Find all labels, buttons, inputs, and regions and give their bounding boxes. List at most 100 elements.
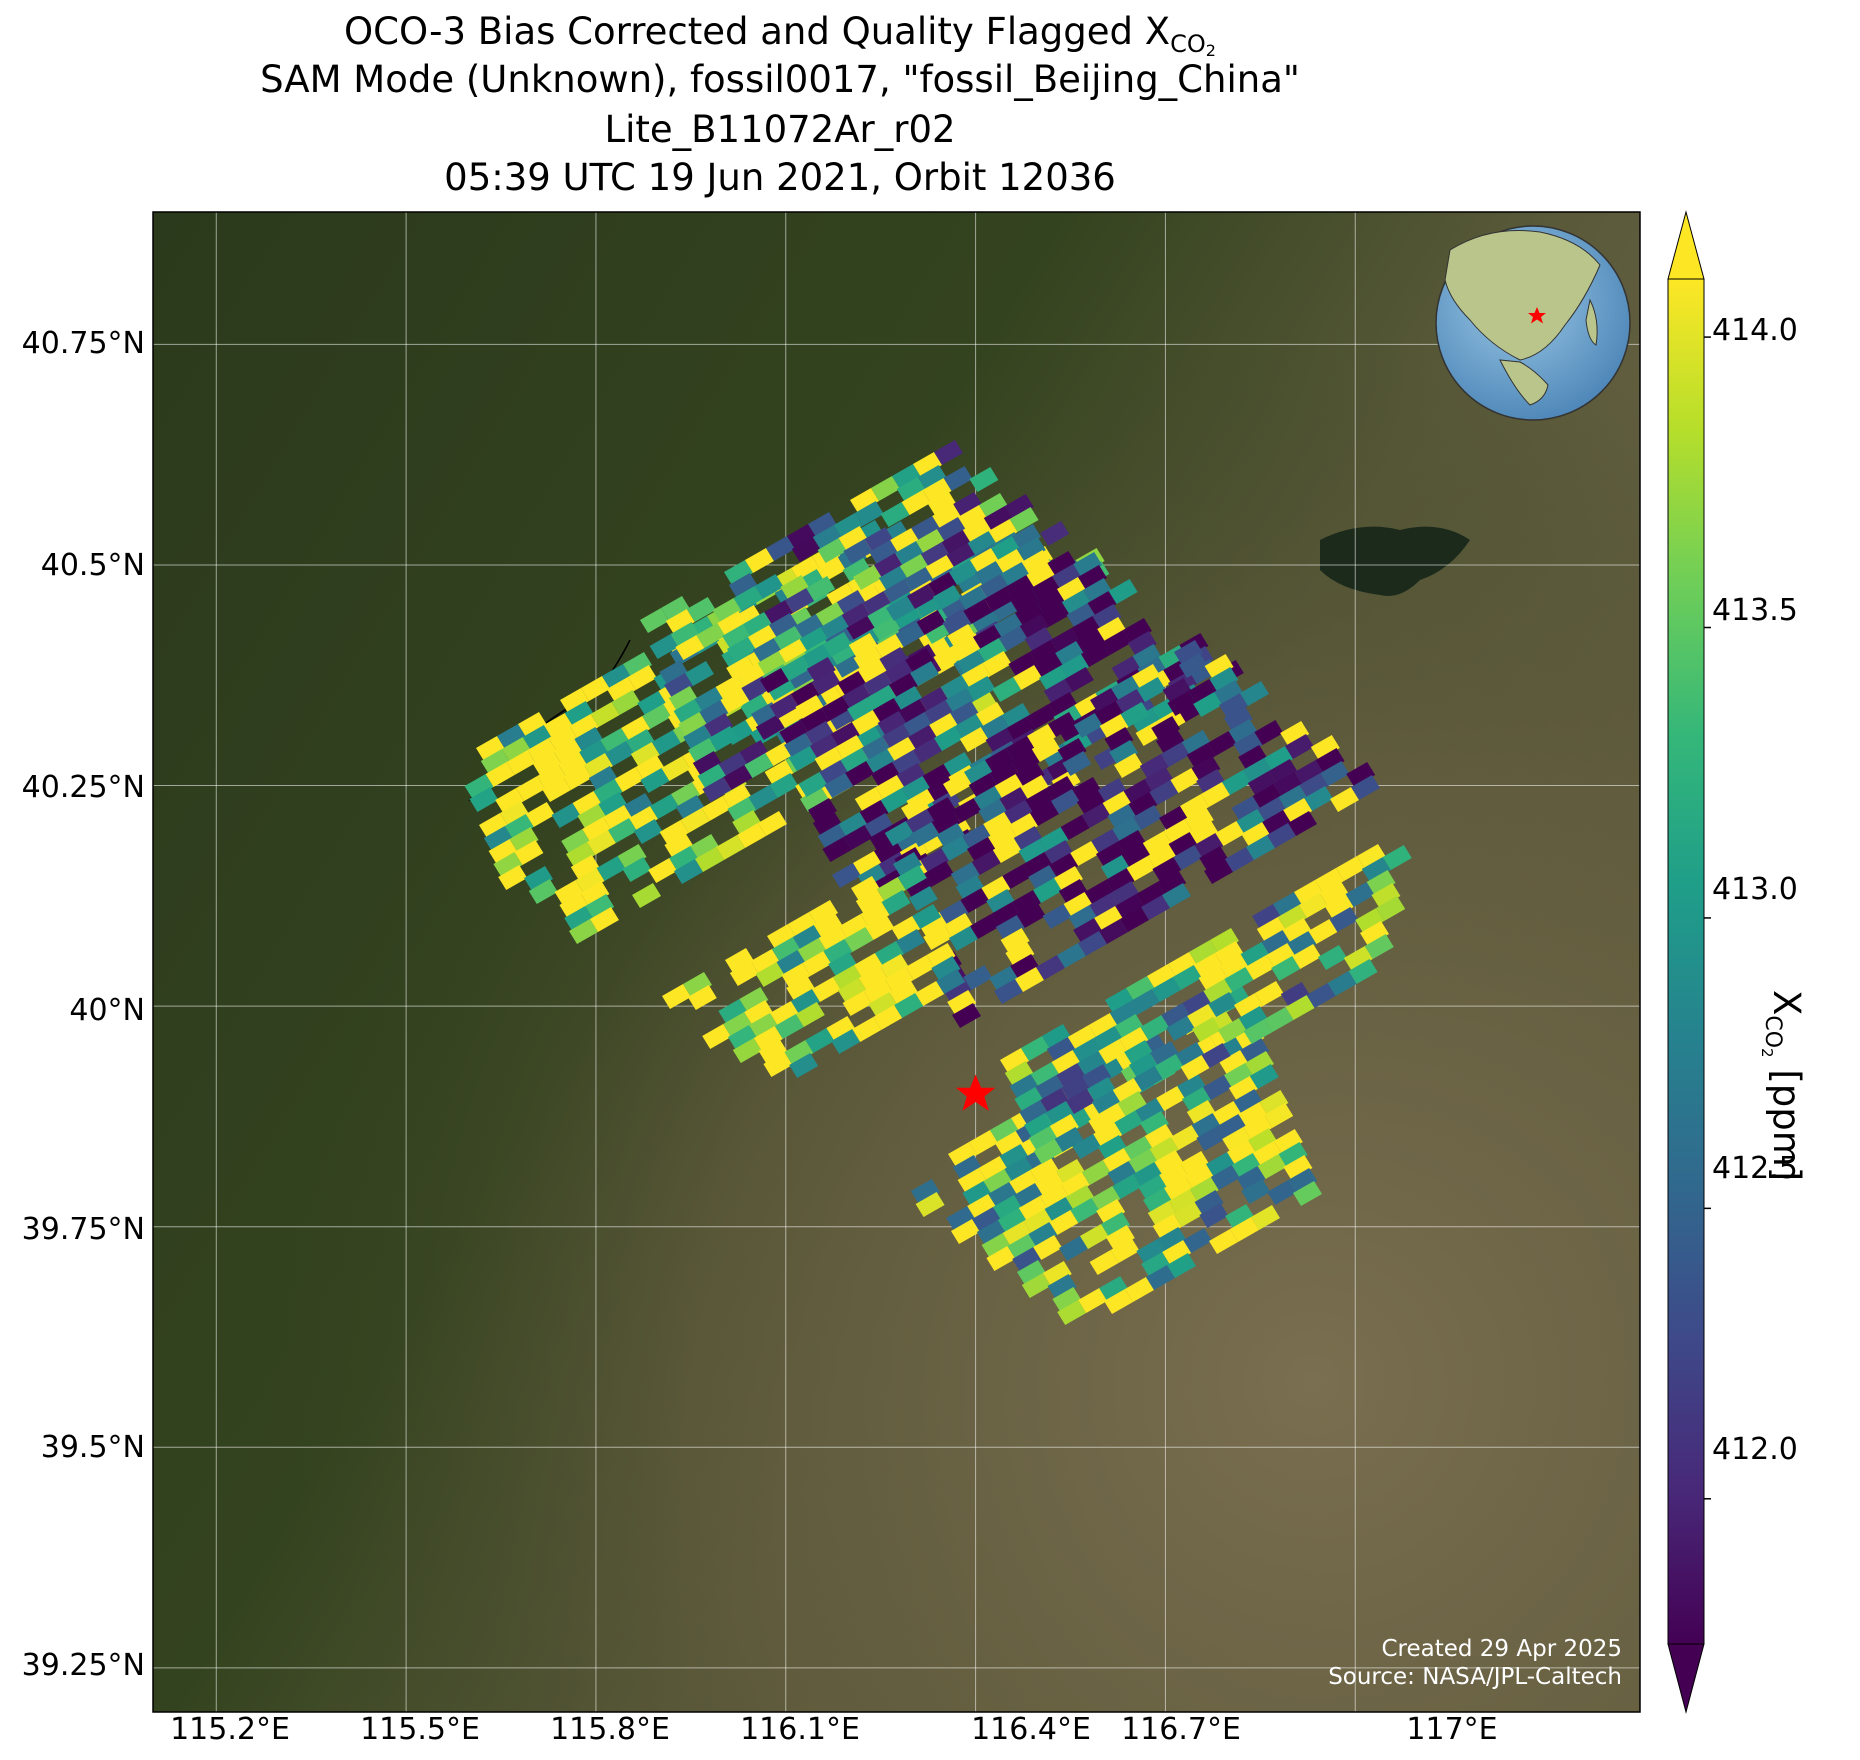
xco2-sounding <box>1082 1064 1112 1089</box>
xco2-sounding <box>1160 742 1190 767</box>
xco2-sounding <box>771 937 801 962</box>
xco2-sounding <box>1006 716 1036 741</box>
xco2-sounding <box>1126 856 1156 881</box>
xco2-sounding <box>905 648 935 673</box>
xco2-sounding <box>640 768 670 793</box>
xco2-sounding <box>1241 822 1271 847</box>
xco2-sounding <box>553 739 583 764</box>
xco2-sounding <box>1045 1101 1074 1126</box>
xco2-sounding <box>1031 737 1061 762</box>
xco2-sounding <box>812 977 841 1002</box>
xco2-sounding <box>1128 1149 1158 1174</box>
colorbar-tick-label: 413.0 <box>1712 872 1798 907</box>
lon-tick-label: 116.4°E <box>971 1712 1091 1747</box>
xco2-sounding <box>1099 714 1129 739</box>
xco2-sounding <box>972 1207 1001 1232</box>
xco2-sounding <box>1207 731 1237 756</box>
xco2-sounding <box>727 637 756 662</box>
xco2-sounding <box>967 531 997 556</box>
xco2-sounding <box>1180 1055 1210 1080</box>
xco2-sounding <box>1185 1164 1214 1189</box>
xco2-sounding <box>1163 819 1193 844</box>
xco2-sounding <box>952 798 982 823</box>
colorbar-max-extend <box>1667 210 1705 280</box>
xco2-sounding <box>661 756 691 781</box>
xco2-sounding <box>1044 840 1074 865</box>
xco2-sounding <box>509 827 539 852</box>
xco2-sounding <box>1028 1222 1058 1247</box>
xco2-sounding <box>732 1038 762 1063</box>
xco2-sounding <box>823 939 853 964</box>
xco2-sounding <box>1015 762 1045 787</box>
xco2-sounding <box>648 858 678 883</box>
xco2-sounding <box>1198 966 1228 991</box>
xco2-sounding <box>1071 616 1101 641</box>
xco2-sounding <box>506 750 536 775</box>
xco2-sounding <box>874 839 903 864</box>
xco2-sounding <box>1143 1188 1172 1213</box>
xco2-sounding <box>1139 754 1169 779</box>
xco2-sounding <box>889 673 918 698</box>
xco2-sounding <box>911 516 941 541</box>
xco2-sounding <box>813 913 843 938</box>
xco2-sounding <box>949 926 978 951</box>
xco2-sounding <box>1184 807 1214 832</box>
xco2-sounding <box>1015 601 1044 626</box>
xco2-sounding <box>683 972 712 997</box>
xco2-sounding <box>1087 591 1117 616</box>
xco2-sounding <box>728 1025 757 1050</box>
xco2-sounding <box>723 1012 753 1037</box>
xco2-sounding <box>1271 956 1301 981</box>
xco2-sounding <box>1096 1103 1126 1128</box>
xco2-sounding <box>1231 796 1261 821</box>
xco2-sounding <box>1133 805 1163 830</box>
xco2-sounding <box>833 965 862 990</box>
xco2-sounding <box>649 634 679 659</box>
xco2-sounding <box>992 677 1022 702</box>
xco2-sounding <box>880 502 910 527</box>
xco2-sounding <box>476 736 505 761</box>
xco2-sounding <box>952 1155 982 1180</box>
xco2-sounding <box>791 989 820 1014</box>
xco2-sounding <box>1089 1250 1119 1275</box>
xco2-sounding <box>1201 1043 1231 1068</box>
xco2-sounding <box>868 992 898 1017</box>
xco2-sounding <box>1156 729 1185 754</box>
xco2-sounding <box>1115 689 1145 714</box>
xco2-sounding <box>1257 1154 1287 1179</box>
xco2-sounding <box>871 476 900 501</box>
xco2-sounding <box>894 993 924 1018</box>
xco2-sounding <box>1315 868 1344 893</box>
xco2-sounding <box>808 798 837 823</box>
xco2-sounding <box>817 824 847 849</box>
xco2-sounding <box>732 810 762 835</box>
xco2-sounding <box>1125 1277 1154 1302</box>
xco2-sounding <box>1009 1170 1039 1195</box>
xco2-sounding <box>1094 701 1124 726</box>
xco2-sounding <box>1225 847 1254 872</box>
colorbar-tick-label: 414.0 <box>1712 313 1798 348</box>
xco2-sounding <box>1107 804 1137 829</box>
xco2-sounding <box>970 914 999 939</box>
xco2-sounding <box>566 842 595 867</box>
xco2-sounding <box>1091 1090 1121 1115</box>
xco2-sounding <box>908 725 938 750</box>
xco2-sounding <box>1147 964 1176 989</box>
xco2-sounding <box>1249 1064 1279 1089</box>
xco2-sounding <box>1257 797 1287 822</box>
xco2-sounding <box>716 835 745 860</box>
xco2-sounding <box>809 900 838 925</box>
xco2-sounding <box>889 980 919 1005</box>
xco2-sounding <box>837 671 867 696</box>
xco2-sounding <box>1004 494 1034 519</box>
xco2-sounding <box>1170 768 1200 793</box>
xco2-sounding <box>577 804 607 829</box>
xco2-sounding <box>1204 654 1234 679</box>
xco2-sounding <box>805 721 834 746</box>
xco2-sounding <box>905 955 935 980</box>
lat-tick-label: 40°N <box>69 993 145 1028</box>
xco2-sounding <box>1223 706 1253 731</box>
xco2-sounding <box>1277 905 1307 930</box>
xco2-sounding <box>754 574 784 599</box>
xco2-sounding <box>1055 641 1085 666</box>
